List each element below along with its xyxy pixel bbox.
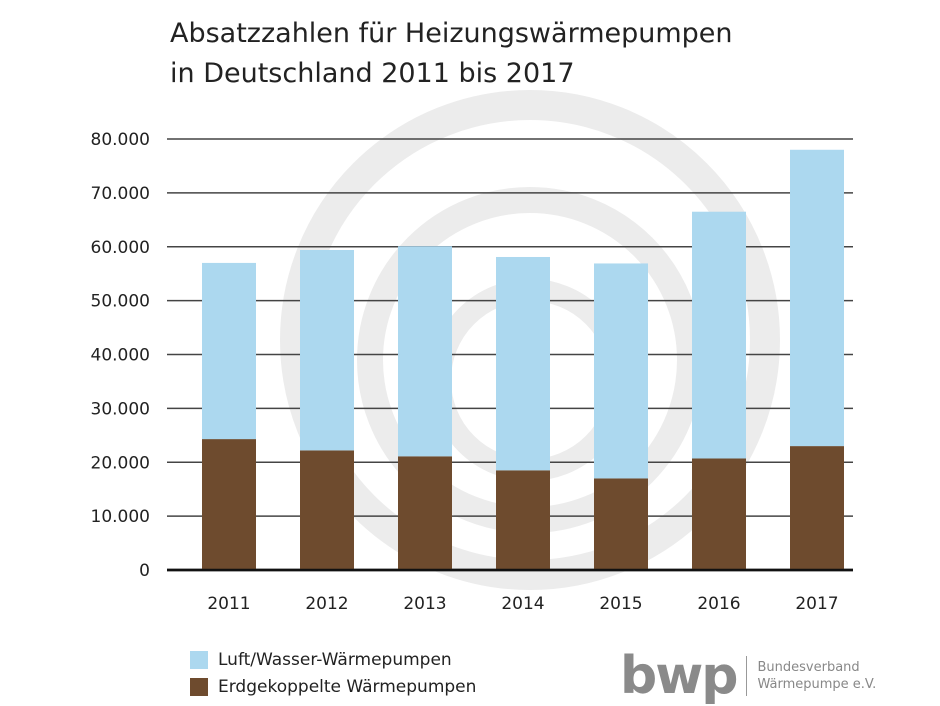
bar-erdgekoppelt: [692, 458, 746, 570]
bar-erdgekoppelt: [398, 456, 452, 570]
legend-label: Luft/Wasser-Wärmepumpen: [218, 650, 452, 670]
logo-divider: [746, 656, 748, 696]
legend-item-erdgekoppelt: Erdgekoppelte Wärmepumpen: [190, 677, 476, 697]
y-tick-label: 10.000: [91, 507, 150, 527]
logo-line-2: Wärmepumpe e.V.: [757, 677, 877, 692]
y-tick-label: 50.000: [91, 292, 150, 312]
bar-erdgekoppelt: [594, 478, 648, 570]
legend-swatch: [190, 651, 208, 669]
logo-mark: bwp: [620, 646, 738, 706]
legend-label: Erdgekoppelte Wärmepumpen: [218, 677, 477, 697]
y-tick-label: 30.000: [91, 399, 150, 419]
watermark-ring: [280, 90, 780, 590]
legend-item-luft-wasser: Luft/Wasser-Wärmepumpen: [190, 650, 452, 670]
bar-erdgekoppelt: [300, 450, 354, 570]
logo-line-1: Bundesverband: [757, 660, 860, 675]
y-tick-label: 70.000: [91, 184, 150, 204]
chart-title: Absatzzahlen für Heizungswärmepumpen in …: [170, 14, 733, 94]
bar-erdgekoppelt: [202, 439, 256, 570]
chart-title-line-2: in Deutschland 2011 bis 2017: [170, 58, 575, 89]
bar-luft-wasser: [496, 256, 550, 471]
bwp-logo: bwp Bundesverband Wärmepumpe e.V.: [620, 646, 877, 706]
y-tick-label: 0: [139, 561, 150, 581]
bar-luft-wasser: [202, 262, 256, 440]
x-tick-label: 2017: [795, 594, 838, 614]
x-tick-label: 2016: [697, 594, 740, 614]
y-tick-label: 20.000: [91, 453, 150, 473]
bar-luft-wasser: [300, 249, 354, 451]
chart-title-line-1: Absatzzahlen für Heizungswärmepumpen: [170, 18, 733, 49]
x-tick-label: 2011: [207, 594, 250, 614]
bar-luft-wasser: [398, 246, 452, 457]
bar-luft-wasser: [790, 149, 844, 447]
y-tick-label: 40.000: [91, 346, 150, 366]
y-tick-label: 80.000: [91, 130, 150, 150]
y-tick-label: 60.000: [91, 238, 150, 258]
x-tick-label: 2014: [501, 594, 544, 614]
x-tick-label: 2013: [403, 594, 446, 614]
bar-luft-wasser: [594, 263, 648, 479]
bar-luft-wasser: [692, 211, 746, 459]
bar-erdgekoppelt: [496, 470, 550, 570]
legend-swatch: [190, 678, 208, 696]
x-tick-label: 2015: [599, 594, 642, 614]
bar-erdgekoppelt: [790, 446, 844, 570]
x-tick-label: 2012: [305, 594, 348, 614]
